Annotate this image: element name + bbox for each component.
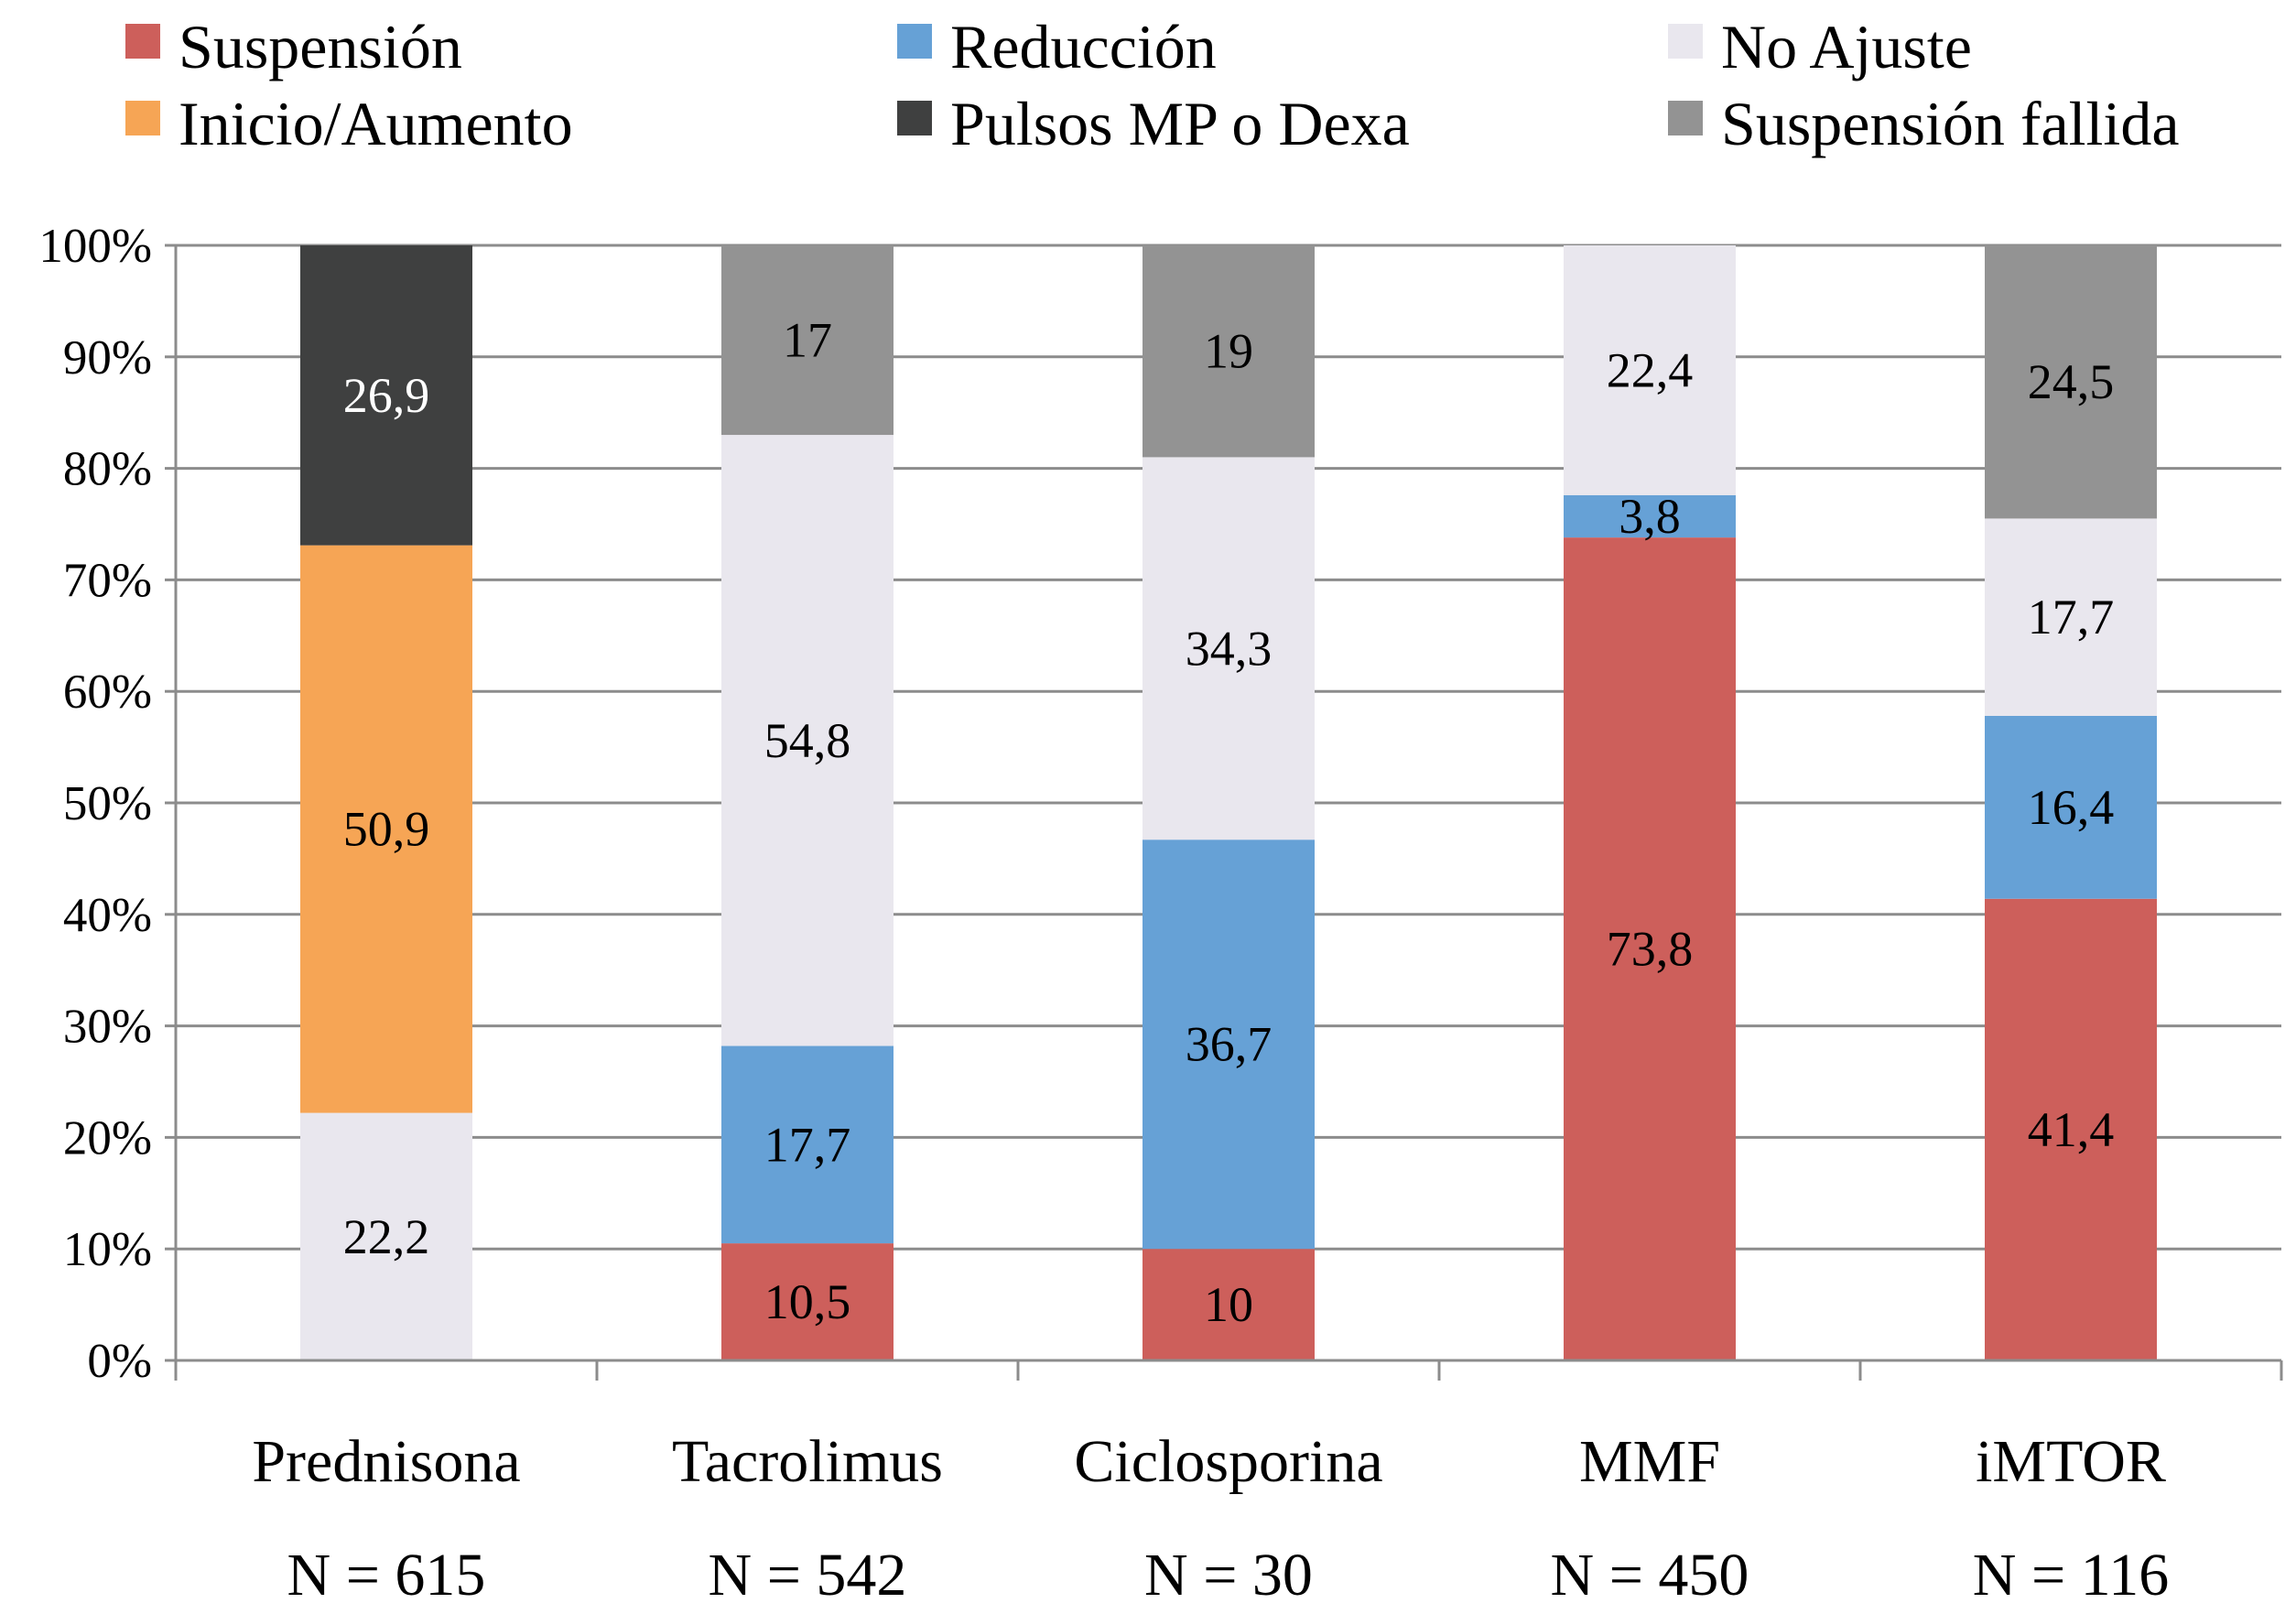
- data-label-tacrolimus-reduccion: 17,7: [764, 1117, 851, 1172]
- y-tick-label: 10%: [63, 1223, 152, 1276]
- legend-label: Reducción: [950, 12, 1217, 81]
- data-label-ciclosporina-suspension-fallida: 19: [1204, 324, 1253, 379]
- bar-imtor-suspension: [1985, 898, 2157, 1360]
- legend-item-no-ajuste: No Ajuste: [1668, 12, 1972, 81]
- y-tick-label: 60%: [63, 666, 152, 719]
- legend-item-pulsos-mp-o-dexa: Pulsos MP o Dexa: [897, 89, 1410, 158]
- legend-label: Suspensión fallida: [1721, 89, 2180, 158]
- bar-mmf-reduccion: [1564, 494, 1736, 538]
- data-label-ciclosporina-no-ajuste: 34,3: [1186, 621, 1273, 676]
- x-category-label: Ciclosporina: [1074, 1428, 1382, 1495]
- x-category-sublabel: N = 542: [709, 1542, 907, 1609]
- y-tick-label: 80%: [63, 443, 152, 496]
- bar-ciclosporina-reduccion: [1143, 839, 1315, 1250]
- data-label-tacrolimus-suspension: 10,5: [764, 1274, 851, 1329]
- legend-item-suspension: Suspensión: [125, 12, 462, 81]
- data-label-prednisona-inicio-aumento: 50,9: [343, 802, 430, 857]
- bar-tacrolimus-reduccion: [721, 1045, 893, 1244]
- legend-swatch: [125, 24, 160, 59]
- bar-ciclosporina-no-ajuste: [1143, 457, 1315, 840]
- bar-prednisona-inicio-aumento: [300, 545, 472, 1113]
- bar-imtor-suspension-fallida: [1985, 245, 2157, 519]
- y-tick-label: 50%: [63, 777, 152, 830]
- data-label-prednisona-pulsos-mp-o-dexa: 26,9: [343, 368, 430, 423]
- data-label-imtor-reduccion: 16,4: [2028, 780, 2115, 835]
- y-tick-label: 40%: [63, 889, 152, 942]
- data-label-imtor-no-ajuste: 17,7: [2028, 590, 2115, 645]
- data-label-prednisona-no-ajuste: 22,2: [343, 1209, 430, 1264]
- legend-item-reduccion: Reducción: [897, 12, 1217, 81]
- legend-item-inicio-aumento: Inicio/Aumento: [125, 89, 573, 158]
- data-label-tacrolimus-suspension-fallida: 17: [783, 313, 832, 368]
- legend-swatch: [897, 24, 932, 59]
- data-label-mmf-reduccion: 3,8: [1619, 489, 1681, 544]
- bars: [300, 245, 2157, 1360]
- x-category-sublabel: N = 30: [1144, 1542, 1313, 1609]
- legend-label: Suspensión: [179, 12, 462, 81]
- data-label-tacrolimus-no-ajuste: 54,8: [764, 713, 851, 768]
- bar-tacrolimus-suspension-fallida: [721, 245, 893, 436]
- x-category-label: MMF: [1579, 1428, 1720, 1495]
- data-label-imtor-suspension: 41,4: [2028, 1102, 2115, 1157]
- bar-imtor-no-ajuste: [1985, 518, 2157, 716]
- x-category-label: Prednisona: [252, 1428, 520, 1495]
- legend-label: Pulsos MP o Dexa: [950, 89, 1410, 158]
- legend-label: No Ajuste: [1721, 12, 1972, 81]
- data-labels: 22,2 50,9 26,9 10,5 17,7 54,8 17 10 36,7 34,3 19 73…: [343, 313, 2115, 1333]
- x-category-sublabel: N = 450: [1551, 1542, 1749, 1609]
- data-label-mmf-no-ajuste: 22,4: [1607, 342, 1694, 397]
- legend: Suspensión Inicio/Aumento Reducción Pulsos …: [125, 12, 2180, 158]
- legend-swatch: [1668, 24, 1703, 59]
- y-tick-label: 70%: [63, 554, 152, 607]
- legend-swatch: [1668, 101, 1703, 135]
- bar-mmf-no-ajuste: [1564, 245, 1736, 495]
- y-tick-label: 100%: [38, 220, 152, 273]
- x-category-label: iMTOR: [1976, 1428, 2166, 1495]
- x-category-sublabel: N = 116: [1973, 1542, 2169, 1609]
- data-label-mmf-suspension: 73,8: [1607, 922, 1694, 977]
- y-tick-label: 20%: [63, 1111, 152, 1164]
- bar-tacrolimus-no-ajuste: [721, 435, 893, 1046]
- y-tick-label: 0%: [87, 1335, 152, 1388]
- x-category-sublabel: N = 615: [287, 1542, 486, 1609]
- x-category-label: Tacrolimus: [672, 1428, 943, 1495]
- y-tick-label: 30%: [63, 1001, 152, 1054]
- bar-mmf-suspension: [1564, 537, 1736, 1360]
- data-label-ciclosporina-suspension: 10: [1204, 1277, 1253, 1332]
- bar-prednisona-no-ajuste: [300, 1112, 472, 1360]
- legend-label: Inicio/Aumento: [179, 89, 573, 158]
- legend-swatch: [125, 101, 160, 135]
- data-label-ciclosporina-reduccion: 36,7: [1186, 1017, 1273, 1072]
- bar-prednisona-pulsos-mp-o-dexa: [300, 245, 472, 546]
- bar-tacrolimus-suspension: [721, 1243, 893, 1360]
- legend-swatch: [897, 101, 932, 135]
- axes: 0% 10% 20% 30% 40% 50% 60% 70% 80% 90% 100% Prednis…: [38, 220, 2283, 1609]
- legend-item-suspension-fallida: Suspensión fallida: [1668, 89, 2180, 158]
- bar-imtor-reduccion: [1985, 715, 2157, 899]
- data-label-imtor-suspension-fallida: 24,5: [2028, 354, 2115, 409]
- bar-ciclosporina-suspension-fallida: [1143, 245, 1315, 458]
- y-tick-label: 90%: [63, 331, 152, 385]
- bar-ciclosporina-suspension: [1143, 1249, 1315, 1360]
